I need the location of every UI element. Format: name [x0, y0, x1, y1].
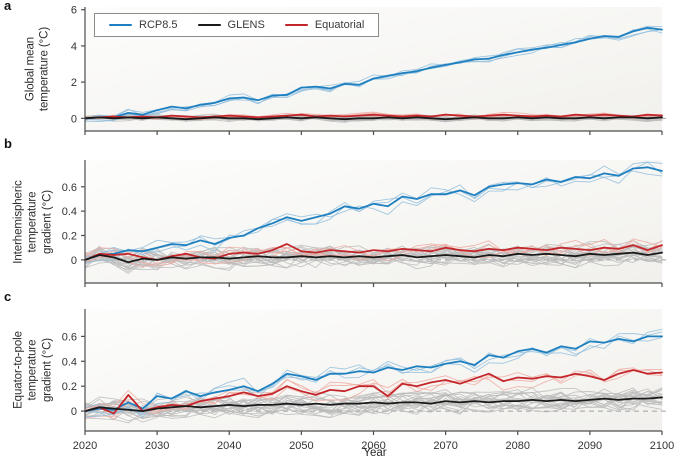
- legend-item-equatorial: Equatorial: [284, 19, 365, 31]
- y-tick-label-b: 0.6: [62, 182, 77, 194]
- y-tick-label-a: 6: [71, 5, 77, 17]
- mean-line-equatorial-a: [84, 113, 663, 120]
- ensemble-line-rcp85-b: [84, 161, 663, 262]
- legend-swatch-icon: [197, 23, 221, 27]
- x-axis-title: Year: [363, 447, 387, 459]
- ensemble-line-glens-c: [84, 393, 663, 420]
- y-tick-label-b: 0: [71, 255, 77, 267]
- y-tick-label-b: 0.2: [62, 231, 77, 243]
- y-axis-title-c-line1: Equator-to-pole: [12, 331, 25, 409]
- x-tick-label: 2080: [506, 440, 530, 452]
- ensemble-line-glens-c: [84, 390, 663, 416]
- y-axis-title-b: Interhemispheric temperature gradient (°…: [11, 142, 54, 302]
- x-tick-label: 2070: [433, 440, 457, 452]
- mean-line-rcp85-c: [84, 335, 663, 413]
- legend-swatch-icon: [284, 23, 308, 27]
- x-tick-label: 2090: [578, 440, 602, 452]
- x-tick-label: 2100: [650, 440, 674, 452]
- y-tick-label-a: 2: [71, 77, 77, 89]
- y-axis-title-b-line2: temperature: [26, 191, 39, 253]
- ensemble-line-glens-c: [84, 387, 663, 412]
- y-tick-label-c: 0.2: [62, 381, 77, 393]
- mean-line-glens-a: [84, 116, 663, 121]
- legend-item-glens: GLENS: [197, 19, 265, 31]
- chart-legend: RCP8.5 GLENS Equatorial: [94, 13, 380, 37]
- ensemble-line-rcp85-a: [84, 28, 663, 122]
- x-tick-label: 2020: [73, 440, 97, 452]
- y-axis-title-a-line1: Global mean: [24, 36, 37, 102]
- legend-label: Equatorial: [314, 19, 365, 31]
- x-tick-label: 2040: [217, 440, 241, 452]
- panel-letter-a: a: [4, 0, 12, 13]
- ensemble-line-glens-c: [84, 387, 663, 417]
- legend-label: GLENS: [227, 19, 265, 31]
- ensemble-line-glens-c: [84, 388, 663, 419]
- legend-item-rcp85: RCP8.5: [109, 19, 178, 31]
- y-tick-label-a: 4: [71, 41, 77, 53]
- panel-letter-b: b: [4, 136, 12, 151]
- y-axis-title-c-line2: temperature: [26, 339, 39, 401]
- y-axis-title-b-line3: gradient (°C): [41, 189, 54, 255]
- legend-label: RCP8.5: [139, 19, 178, 31]
- y-axis-title-a: Global mean temperature (°C): [24, 0, 53, 149]
- ensemble-line-glens-b: [84, 243, 663, 273]
- y-axis-title-c: Equator-to-pole temperature gradient (°C…: [11, 290, 54, 450]
- mean-line-rcp85-b: [84, 166, 663, 261]
- y-axis-title-a-line2: temperature (°C): [39, 26, 51, 112]
- y-axis-title-b-line1: Interhemispheric: [12, 180, 25, 264]
- x-tick-label: 2030: [145, 440, 169, 452]
- y-tick-label-a: 0: [71, 113, 77, 125]
- x-tick-label: 2050: [289, 440, 313, 452]
- panel-letter-c: c: [4, 289, 12, 304]
- ensemble-line-glens-c: [84, 389, 663, 416]
- ensemble-line-glens-b: [84, 245, 663, 267]
- legend-swatch-icon: [109, 23, 132, 27]
- ensemble-line-glens-c: [84, 391, 663, 419]
- mean-line-equatorial-b: [84, 243, 663, 261]
- mean-line-rcp85-a: [84, 26, 663, 120]
- x-tick-label: 2060: [361, 440, 385, 452]
- y-tick-label-b: 0.4: [62, 206, 77, 218]
- mean-line-glens-b: [84, 251, 663, 264]
- y-tick-label-c: 0.6: [62, 331, 77, 343]
- y-tick-label-c: 0: [71, 406, 77, 418]
- mean-line-glens-c: [84, 396, 663, 413]
- y-axis-title-c-line3: gradient (°C): [41, 337, 54, 403]
- y-tick-label-c: 0.4: [62, 356, 77, 368]
